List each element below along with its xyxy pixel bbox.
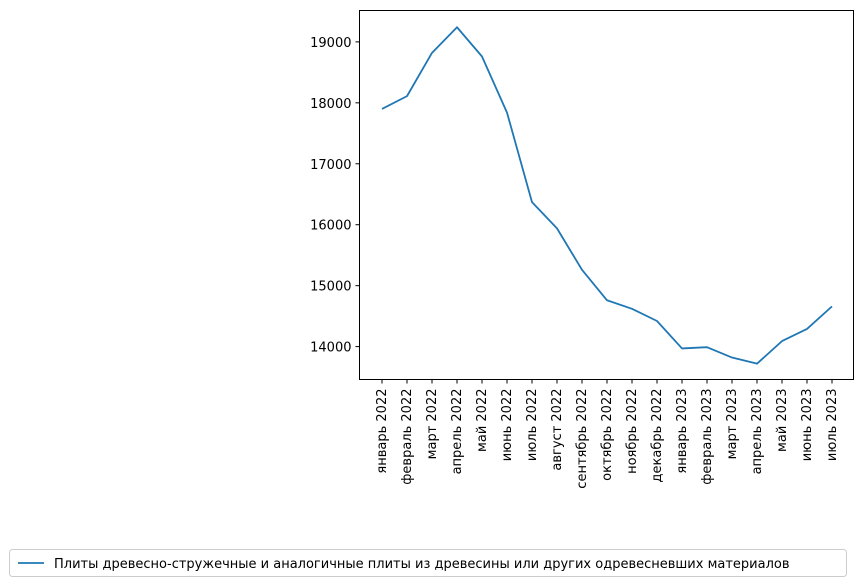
data-point — [730, 356, 734, 360]
data-point — [630, 307, 634, 311]
data-point — [830, 304, 834, 308]
legend: Плиты древесно-стружечные и аналогичные … — [9, 549, 847, 577]
data-point — [480, 55, 484, 59]
data-point — [505, 111, 509, 115]
x-tick-label: август 2022 — [550, 389, 565, 471]
y-tick-label: 14000 — [310, 341, 351, 356]
data-point — [755, 362, 759, 366]
x-tick-label: апрель 2022 — [450, 389, 465, 475]
x-tick-label: ноябрь 2022 — [625, 389, 640, 474]
data-point — [680, 346, 684, 350]
data-point — [605, 298, 609, 302]
x-axis-ticks: январь 2022 февраль 2022 март 2022 апрель 2… — [375, 379, 840, 489]
x-tick-label: сентябрь 2022 — [575, 389, 590, 489]
y-tick-label: 15000 — [310, 280, 351, 295]
x-tick-label: май 2023 — [775, 389, 790, 452]
x-tick-label: июль 2022 — [525, 389, 540, 462]
x-tick-label: октябрь 2022 — [600, 389, 615, 481]
x-tick-label: февраль 2023 — [700, 389, 715, 485]
y-tick-label: 17000 — [310, 158, 351, 173]
legend-label: Плиты древесно-стружечные и аналогичные … — [54, 557, 790, 572]
data-points — [380, 25, 834, 365]
y-tick-label: 19000 — [310, 36, 351, 51]
data-point — [380, 107, 384, 111]
data-point — [780, 339, 784, 343]
data-point — [705, 345, 709, 349]
legend-box — [9, 549, 847, 577]
x-tick-label: март 2023 — [725, 389, 740, 460]
x-tick-label: январь 2023 — [675, 389, 690, 474]
series-line — [381, 26, 833, 365]
y-axis-ticks: 14000 15000 16000 17000 18000 19000 — [310, 36, 360, 356]
data-point — [455, 25, 459, 29]
data-point — [405, 94, 409, 98]
x-tick-label: январь 2022 — [375, 389, 390, 474]
data-point — [580, 268, 584, 272]
plot-frame — [359, 10, 854, 380]
data-point — [805, 327, 809, 331]
x-tick-label: июнь 2022 — [500, 389, 515, 462]
y-tick-label: 16000 — [310, 219, 351, 234]
x-tick-label: февраль 2022 — [400, 389, 415, 485]
x-tick-label: июль 2023 — [825, 389, 840, 462]
x-tick-label: июнь 2023 — [800, 389, 815, 462]
x-tick-label: март 2022 — [425, 389, 440, 460]
y-tick-label: 18000 — [310, 97, 351, 112]
data-point — [555, 226, 559, 230]
x-tick-label: декабрь 2022 — [650, 389, 665, 483]
data-point — [530, 200, 534, 204]
x-tick-label: апрель 2023 — [750, 389, 765, 475]
data-point — [655, 319, 659, 323]
x-tick-label: май 2022 — [475, 389, 490, 452]
data-point — [430, 51, 434, 55]
